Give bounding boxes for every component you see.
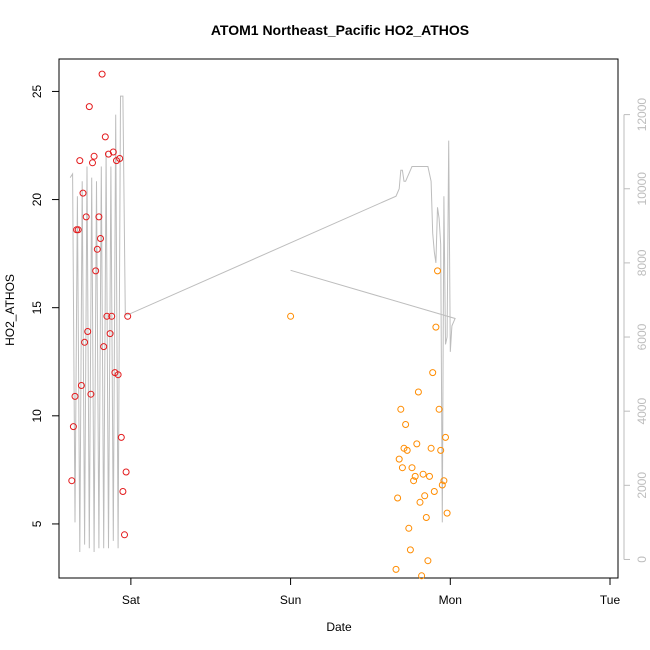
series-1-point (81, 338, 89, 346)
series-2-point (418, 572, 426, 580)
y-tick-label: 25 (30, 84, 44, 98)
series-1-point (119, 488, 127, 495)
series-1-point (82, 213, 90, 221)
series-1-point (77, 382, 85, 389)
series-2-point (438, 481, 446, 489)
y2-tick-label: 4000 (635, 398, 649, 425)
series-2-point (429, 369, 437, 377)
series-1-point (84, 328, 92, 335)
series-2-point (413, 440, 421, 448)
x-tick-label: Sat (122, 593, 141, 607)
series-1-point (122, 468, 130, 476)
series-1-point (93, 245, 101, 253)
series-2-point (406, 546, 414, 554)
series-1-point (97, 235, 104, 242)
series-2-point (408, 464, 416, 472)
series-1-point (108, 312, 116, 320)
series-1-point (87, 390, 95, 398)
y2-tick-label: 0 (635, 556, 649, 563)
series-1-point (101, 133, 109, 141)
series-2-point (435, 405, 443, 413)
series-2-point (440, 477, 448, 485)
chart-title: ATOM1 Northeast_Pacific HO2_ATHOS (211, 22, 469, 38)
series-2-point (414, 388, 422, 396)
y-tick-label: 15 (30, 301, 44, 315)
series-2-point (410, 477, 418, 485)
series-1-point (74, 226, 82, 234)
series-2-point (421, 492, 429, 500)
series-2-point (437, 446, 445, 454)
series-1-point (106, 330, 114, 338)
series-2-point (397, 405, 405, 413)
series-1-point (90, 152, 98, 160)
series-1-point (69, 423, 77, 431)
series-2-point (395, 455, 403, 463)
x-tick-label: Tue (600, 593, 621, 607)
series-1-point (68, 477, 76, 485)
series-2-point (405, 524, 413, 532)
y2-tick-label: 8000 (635, 249, 649, 276)
series-2-point (411, 472, 419, 480)
series-1-point (114, 371, 122, 379)
y2-tick-label: 12000 (635, 98, 649, 132)
series-1-point (71, 392, 79, 400)
y2-tick-label: 2000 (635, 472, 649, 499)
series-2-point (416, 498, 424, 506)
x-axis-label: Date (326, 620, 352, 634)
series-1-point (95, 213, 103, 221)
series-1-point (116, 155, 124, 162)
y-tick-label: 10 (30, 409, 44, 423)
series-2-point (443, 509, 451, 517)
series-2-point (422, 514, 430, 521)
series-1-point (124, 312, 132, 320)
series-2-point (442, 433, 449, 441)
series-2-point (426, 472, 433, 480)
series-2-point (427, 444, 435, 452)
series-1-point (92, 267, 100, 275)
series-1-point (103, 312, 111, 320)
y-axis-label: HO2_ATHOS (3, 274, 17, 346)
x-tick-label: Mon (439, 593, 462, 607)
series-2-point (403, 446, 411, 454)
series-1-point (109, 148, 117, 156)
series-2-point (392, 565, 400, 573)
series-1-point (100, 343, 108, 351)
series-2-point (432, 323, 440, 331)
series-2-point (287, 312, 295, 320)
series-1-point (79, 189, 87, 197)
plot-area: 5 10 15 20 25 0 2000 4000 6000 8000 10000 12000 Sat S… (30, 58, 649, 607)
y-tick-label: 20 (30, 193, 44, 207)
series-2-point (434, 267, 441, 275)
y2-tick-label: 6000 (635, 323, 649, 350)
series-2-point (394, 494, 402, 502)
series-1-point (121, 531, 128, 539)
series-2-point (424, 557, 432, 565)
series-1-point (98, 70, 106, 78)
series-1-point (85, 103, 93, 111)
series-2-point (402, 421, 410, 428)
plot-frame (58, 58, 619, 579)
series-1-point (117, 433, 125, 441)
series-1-point (76, 157, 84, 165)
series-2-point (430, 488, 438, 495)
y-tick-label: 5 (30, 520, 44, 527)
x-tick-label: Sun (280, 593, 301, 607)
series-2-point (398, 464, 406, 472)
series-1-point (89, 159, 96, 167)
series-2-point (419, 470, 427, 478)
overlay-series-line (69, 95, 456, 553)
y2-tick-label: 10000 (635, 172, 649, 206)
